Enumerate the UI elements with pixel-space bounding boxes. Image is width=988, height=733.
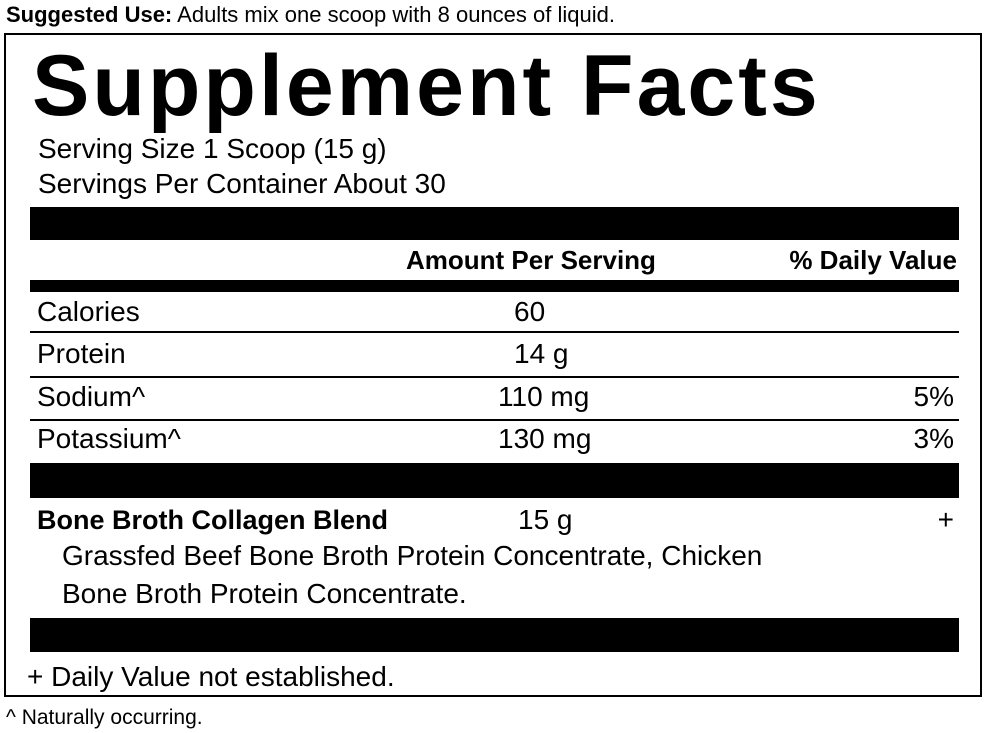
row-divider xyxy=(30,376,959,378)
divider-bar xyxy=(30,207,959,240)
dv-header: % Daily Value xyxy=(789,245,957,275)
row-amount: 130 mg xyxy=(498,423,592,454)
divider-bar xyxy=(30,280,959,292)
row-divider xyxy=(30,331,959,333)
servings-per-container: Servings Per Container About 30 xyxy=(38,168,446,199)
serving-size: Serving Size 1 Scoop (15 g) xyxy=(38,133,387,164)
row-amount: 14 g xyxy=(514,338,569,369)
blend-name: Bone Broth Collagen Blend xyxy=(37,505,388,535)
row-name: Potassium^ xyxy=(37,423,181,454)
row-dv: 3% xyxy=(913,423,954,454)
row-dv: 5% xyxy=(913,381,954,412)
row-amount: 110 mg xyxy=(498,381,590,412)
naturally-occurring-footnote: ^ Naturally occurring. xyxy=(6,706,203,729)
supplement-facts-panel xyxy=(4,33,982,697)
divider-bar xyxy=(30,618,959,652)
suggested-use: Suggested Use: Adults mix one scoop with… xyxy=(6,2,615,28)
row-name: Protein xyxy=(37,338,126,369)
row-name: Sodium^ xyxy=(37,381,146,412)
row-divider xyxy=(30,419,959,421)
row-amount: 60 xyxy=(514,296,546,327)
suggested-use-label: Suggested Use: xyxy=(6,2,173,27)
blend-dv: + xyxy=(937,504,954,535)
dv-footnote: + Daily Value not established. xyxy=(27,661,395,692)
panel-title: Supplement Facts xyxy=(32,38,821,134)
divider-bar xyxy=(30,463,959,498)
suggested-use-text: Adults mix one scoop with 8 ounces of li… xyxy=(172,2,615,27)
blend-ingredients-line1: Grassfed Beef Bone Broth Protein Concent… xyxy=(62,540,763,571)
amount-header: Amount Per Serving xyxy=(406,245,656,275)
blend-amount: 15 g xyxy=(518,504,573,535)
row-name: Calories xyxy=(37,296,140,327)
blend-ingredients-line2: Bone Broth Protein Concentrate. xyxy=(62,578,467,609)
